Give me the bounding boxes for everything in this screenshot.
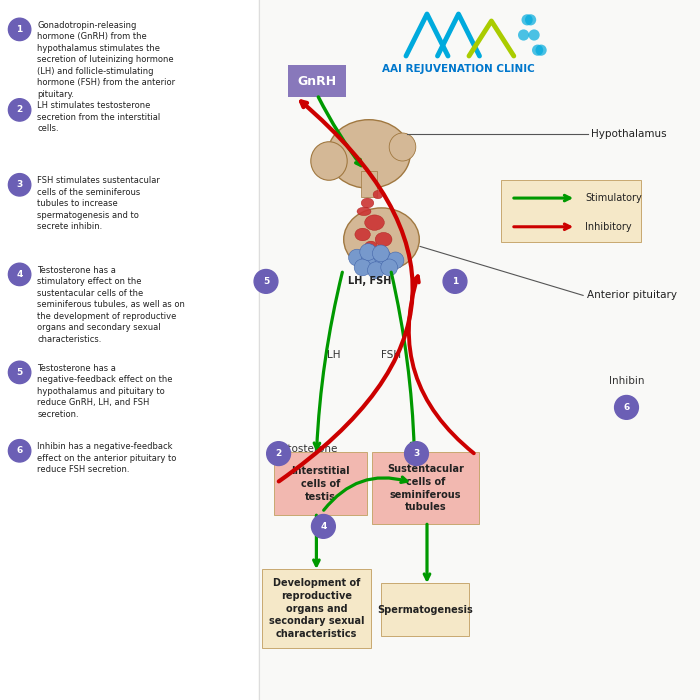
Text: Testosterone: Testosterone [272, 444, 337, 454]
Ellipse shape [365, 215, 384, 230]
Text: Inhibin: Inhibin [609, 377, 644, 386]
Circle shape [8, 18, 31, 41]
FancyBboxPatch shape [288, 65, 346, 97]
Text: Inhibitory: Inhibitory [585, 222, 632, 232]
FancyBboxPatch shape [262, 569, 371, 648]
Circle shape [267, 442, 290, 466]
Text: Sustentacular
cells of
seminiferous
tubules: Sustentacular cells of seminiferous tubu… [387, 464, 463, 512]
Circle shape [254, 270, 278, 293]
Text: LH, FSH: LH, FSH [348, 276, 391, 286]
Text: 2: 2 [276, 449, 281, 458]
FancyBboxPatch shape [258, 0, 700, 700]
Circle shape [8, 99, 31, 121]
Text: 3: 3 [17, 181, 22, 189]
Text: LH stimulates testosterone
secretion from the interstitial
cells.: LH stimulates testosterone secretion fro… [37, 102, 160, 134]
Ellipse shape [373, 190, 383, 199]
Text: 4: 4 [16, 270, 23, 279]
Text: GnRH: GnRH [298, 75, 336, 88]
Text: 3: 3 [414, 449, 419, 458]
Circle shape [8, 174, 31, 196]
FancyBboxPatch shape [274, 452, 367, 515]
Circle shape [528, 29, 540, 41]
Circle shape [8, 361, 31, 384]
Text: 5: 5 [17, 368, 22, 377]
Ellipse shape [375, 232, 392, 246]
Text: Interstitial
cells of
testis: Interstitial cells of testis [291, 466, 349, 501]
Text: Testosterone has a
negative-feedback effect on the
hypothalamus and pituitary to: Testosterone has a negative-feedback eff… [37, 364, 173, 419]
Circle shape [405, 442, 428, 466]
Circle shape [8, 440, 31, 462]
Text: FSH stimulates sustentacular
cells of the seminiferous
tubules to increase
sperm: FSH stimulates sustentacular cells of th… [37, 176, 160, 231]
Text: 1: 1 [452, 277, 458, 286]
Text: Gonadotropin-releasing
hormone (GnRH) from the
hypothalamus stimulates the
secre: Gonadotropin-releasing hormone (GnRH) fr… [37, 21, 175, 99]
Text: 1: 1 [17, 25, 22, 34]
FancyBboxPatch shape [500, 180, 641, 242]
Text: Hypothalamus: Hypothalamus [592, 130, 667, 139]
Circle shape [532, 45, 543, 56]
Text: 2: 2 [17, 106, 22, 114]
Circle shape [387, 252, 404, 269]
Text: Development of
reproductive
organs and
secondary sexual
characteristics: Development of reproductive organs and s… [269, 578, 364, 639]
Text: FSH: FSH [381, 350, 400, 360]
Ellipse shape [355, 228, 370, 241]
Text: 6: 6 [624, 403, 629, 412]
Circle shape [615, 395, 638, 419]
FancyBboxPatch shape [381, 583, 469, 636]
Circle shape [518, 29, 529, 41]
Text: Anterior pituitary: Anterior pituitary [587, 290, 677, 300]
Circle shape [8, 263, 31, 286]
Circle shape [536, 45, 547, 56]
Text: 4: 4 [320, 522, 327, 531]
Circle shape [374, 249, 391, 266]
Text: 5: 5 [263, 277, 269, 286]
Text: 6: 6 [17, 447, 22, 455]
Ellipse shape [357, 207, 371, 216]
Ellipse shape [328, 120, 410, 188]
Text: Testosterone has a
stimulatory effect on the
sustentacular cells of the
seminife: Testosterone has a stimulatory effect on… [37, 266, 185, 344]
Circle shape [354, 259, 371, 276]
Ellipse shape [361, 198, 374, 208]
Circle shape [361, 252, 378, 269]
FancyBboxPatch shape [372, 452, 479, 524]
Circle shape [368, 262, 384, 279]
Circle shape [381, 259, 398, 276]
Circle shape [349, 249, 365, 266]
Circle shape [522, 14, 533, 25]
Ellipse shape [311, 141, 347, 180]
Text: LH: LH [327, 350, 341, 360]
Circle shape [372, 245, 389, 262]
Text: Stimulatory: Stimulatory [585, 193, 642, 203]
Text: Inhibin has a negative-feedback
effect on the anterior pituitary to
reduce FSH s: Inhibin has a negative-feedback effect o… [37, 442, 176, 475]
Circle shape [525, 14, 536, 25]
Circle shape [312, 514, 335, 538]
Ellipse shape [365, 241, 377, 252]
Text: Spermatogenesis: Spermatogenesis [377, 605, 472, 615]
Ellipse shape [389, 133, 416, 161]
Circle shape [360, 244, 377, 260]
Circle shape [443, 270, 467, 293]
FancyBboxPatch shape [361, 171, 377, 197]
Text: AAI REJUVENATION CLINIC: AAI REJUVENATION CLINIC [382, 64, 535, 74]
Ellipse shape [344, 208, 419, 271]
